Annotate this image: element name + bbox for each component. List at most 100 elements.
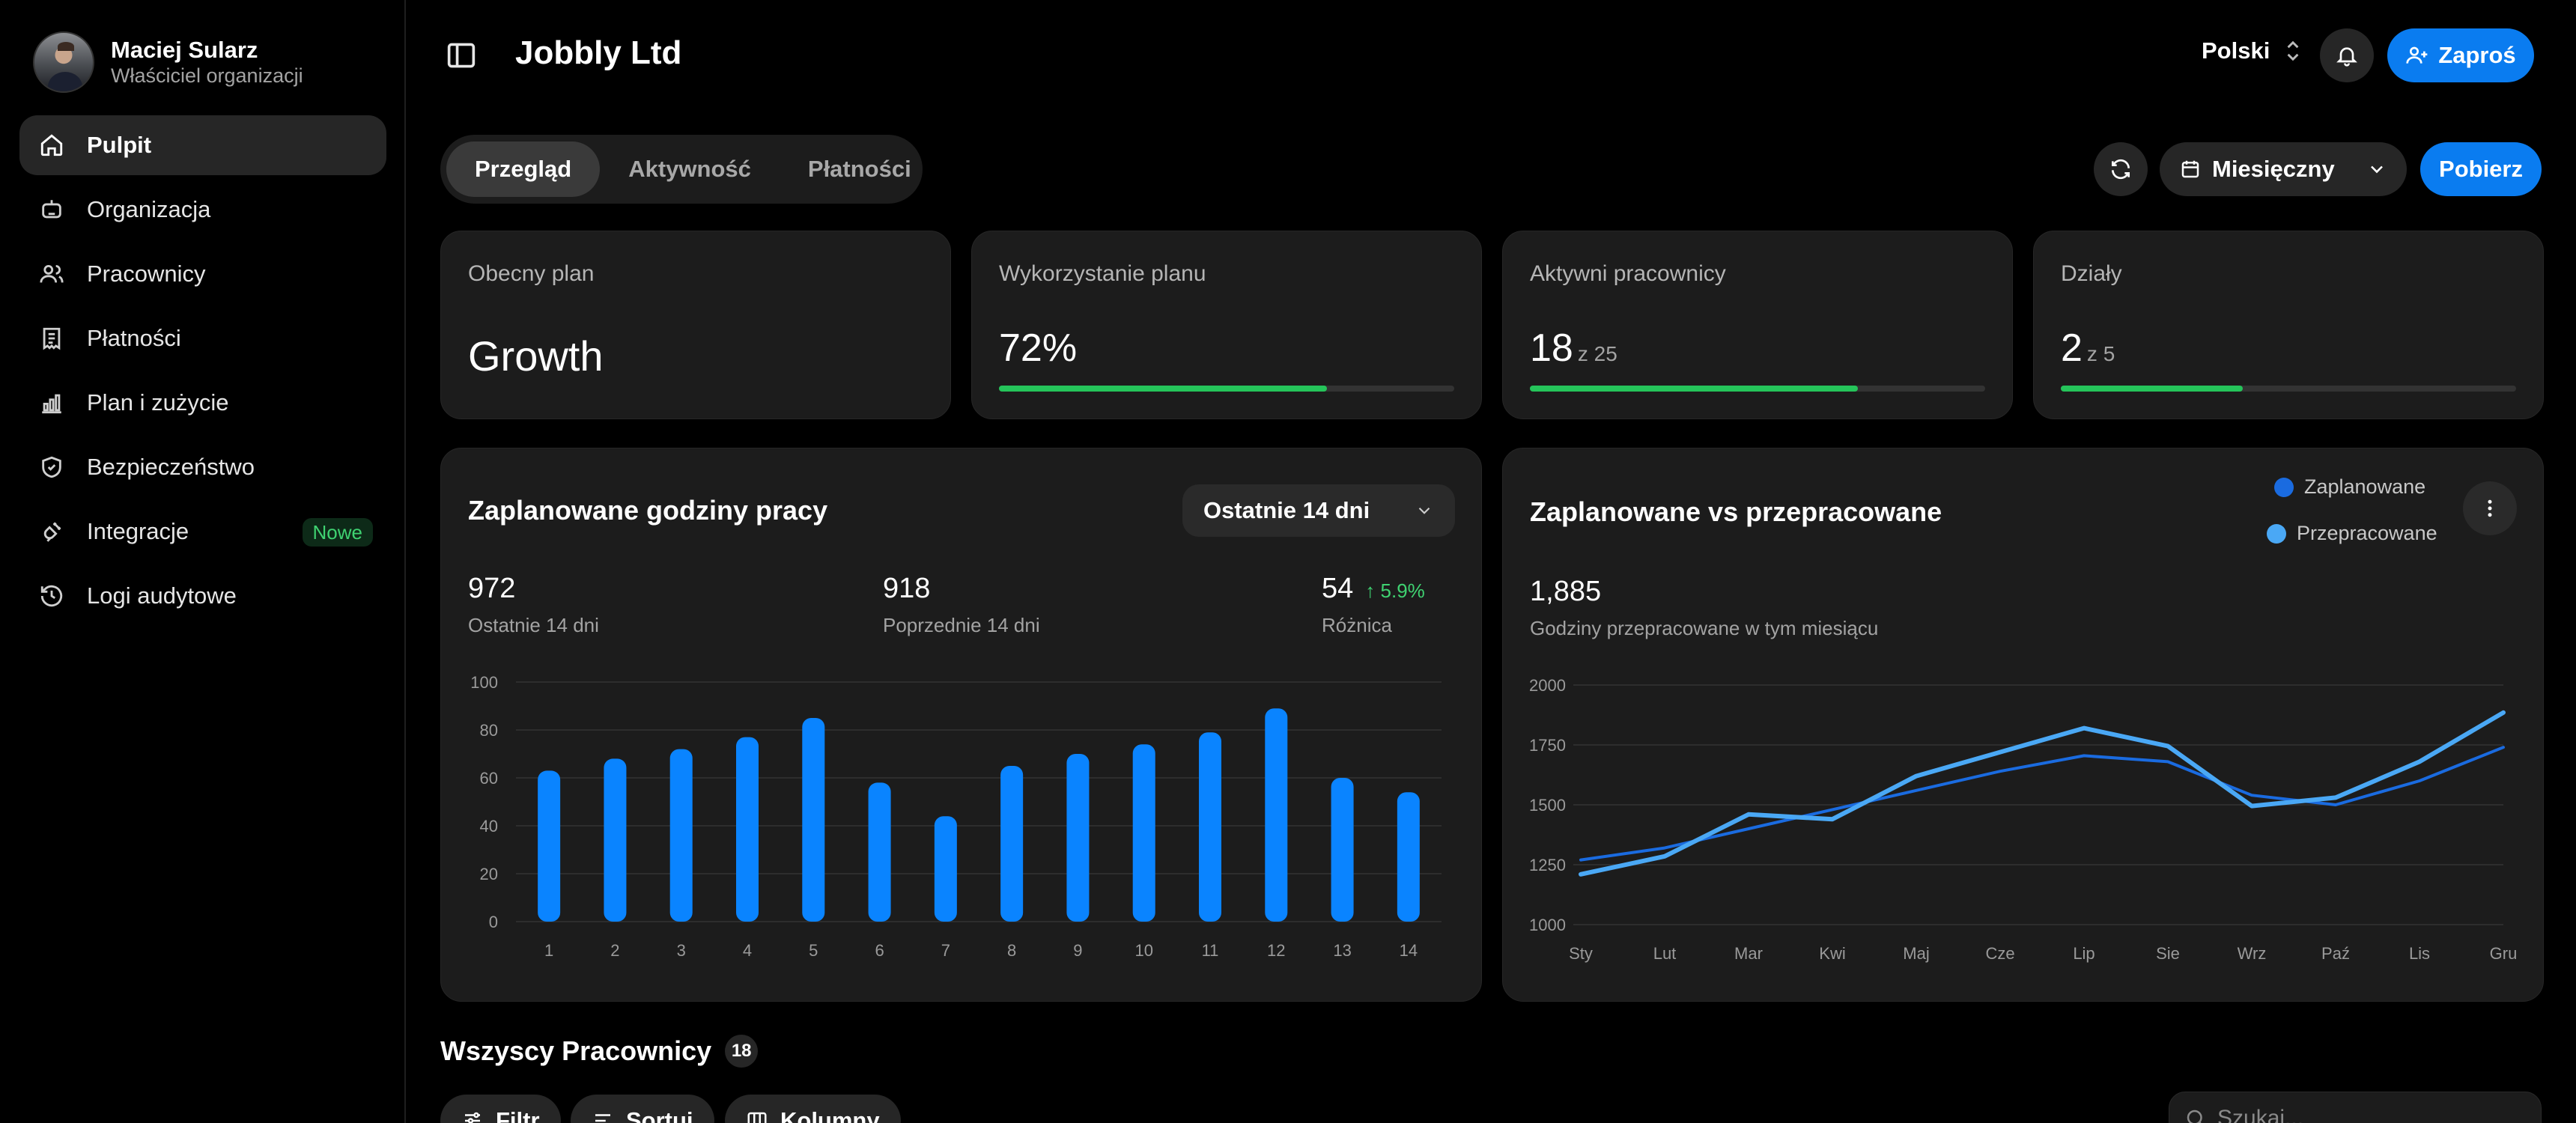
sidebar-item-pracownicy[interactable]: Pracownicy xyxy=(19,244,386,304)
x-tick-label: Gru xyxy=(2490,944,2518,963)
kpi-difference: 54 ↑ 5.9% Różnica xyxy=(1322,573,1425,637)
series-line-planned xyxy=(1579,746,2505,862)
filter-icon xyxy=(465,1112,480,1123)
users-icon xyxy=(40,264,64,283)
kpi-current: 972 Ostatnie 14 dni xyxy=(468,573,599,637)
bar xyxy=(1000,766,1024,922)
planned-vs-worked-card: Zaplanowane vs przepracowane Zaplanowane… xyxy=(1502,448,2544,1002)
y-tick-label: 1750 xyxy=(1529,736,1566,755)
x-tick-label: 14 xyxy=(1400,941,1418,960)
legend-label: Zaplanowane xyxy=(2304,475,2426,498)
y-tick-label: 1000 xyxy=(1529,916,1566,934)
sidebar-item-bezpieczenstwo[interactable]: Bezpieczeństwo xyxy=(19,437,386,497)
x-tick-label: Lis xyxy=(2409,944,2430,963)
x-tick-label: Paź xyxy=(2321,944,2350,963)
sidebar: Maciej Sularz Właściciel organizacji Pul… xyxy=(0,0,406,1123)
sidebar-item-label: Organizacja xyxy=(87,196,211,222)
kpi-value-row: 54 ↑ 5.9% xyxy=(1322,573,1425,605)
columns-button[interactable]: Kolumny xyxy=(725,1095,901,1123)
card-title: Zaplanowane vs przepracowane xyxy=(1530,496,1942,527)
y-tick-label: 0 xyxy=(489,913,498,931)
sidebar-item-label: Plan i zużycie xyxy=(87,389,229,416)
sidebar-item-label: Płatności xyxy=(87,325,181,351)
kpi-label: Ostatnie 14 dni xyxy=(468,614,599,636)
y-tick-label: 2000 xyxy=(1529,676,1566,695)
sort-icon xyxy=(595,1114,610,1122)
count-badge: 18 xyxy=(725,1035,759,1068)
period-select[interactable]: Miesięczny xyxy=(2160,142,2407,196)
departments-total: z 5 xyxy=(2086,342,2115,365)
range-label: Ostatnie 14 dni xyxy=(1203,497,1370,523)
plug-icon xyxy=(43,522,61,542)
legend-item-worked: Przepracowane xyxy=(2267,522,2437,545)
range-select[interactable]: Ostatnie 14 dni xyxy=(1182,484,1455,537)
download-button[interactable]: Pobierz xyxy=(2420,142,2542,196)
tab-platnosci[interactable]: Płatności xyxy=(807,156,911,182)
search-input[interactable]: Szukaj... xyxy=(2169,1092,2542,1123)
avatar xyxy=(33,31,94,93)
bar xyxy=(604,758,627,922)
refresh-icon xyxy=(2112,159,2130,180)
x-tick-label: 11 xyxy=(1202,941,1219,960)
page-title: Jobbly Ltd xyxy=(515,34,682,71)
bell-icon xyxy=(2336,47,2357,67)
x-tick-label: Lip xyxy=(2073,944,2094,963)
line-chart: 1000 1250 1500 1750 2000 Sty Lut Mar Kwi Maj Cze Li… xyxy=(1529,676,2518,963)
legend-item-planned: Zaplanowane xyxy=(2274,475,2425,499)
period-label: Miesięczny xyxy=(2212,156,2335,182)
sort-button[interactable]: Sortuj xyxy=(571,1095,714,1123)
tab-przeglad[interactable]: Przegląd xyxy=(446,141,601,197)
plan-value: Growth xyxy=(468,332,604,380)
search-placeholder: Szukaj... xyxy=(2217,1106,2304,1123)
bar xyxy=(1331,778,1354,922)
sidebar-item-plan[interactable]: Plan i zużycie xyxy=(19,373,386,433)
kpi-label: Różnica xyxy=(1322,614,1392,636)
kpi-value: 918 xyxy=(883,573,931,604)
x-tick-label: 3 xyxy=(677,941,686,960)
calendar-icon xyxy=(2181,160,2199,178)
x-tick-label: Sie xyxy=(2156,944,2180,963)
sidebar-item-pulpit[interactable]: Pulpit xyxy=(19,115,386,175)
language-select[interactable]: Polski xyxy=(2202,37,2301,64)
x-tick-label: 10 xyxy=(1134,941,1152,960)
active-total: z 25 xyxy=(1577,342,1617,365)
sidebar-toggle-button[interactable] xyxy=(445,40,478,70)
more-vertical-icon xyxy=(2488,499,2492,517)
sidebar-item-label: Integracje xyxy=(87,518,189,544)
y-tick-label: 80 xyxy=(480,721,498,740)
language-label: Polski xyxy=(2202,37,2270,64)
usage-value: 72% xyxy=(999,326,1078,370)
y-tick-label: 1500 xyxy=(1529,796,1566,815)
sidebar-item-logi[interactable]: Logi audytowe xyxy=(19,566,386,626)
active-employees-card: Aktywni pracownicy 18 z 25 xyxy=(1502,231,2013,419)
notifications-button[interactable] xyxy=(2320,28,2374,82)
new-badge: Nowe xyxy=(302,518,373,547)
refresh-button[interactable] xyxy=(2094,142,2148,196)
sidebar-nav: Pulpit Organizacja Pracownicy Płatności … xyxy=(19,115,386,630)
filter-button[interactable]: Filtr xyxy=(440,1095,561,1123)
usage-progress-fill xyxy=(999,386,1327,392)
legend-dot xyxy=(2274,477,2294,497)
usage-progress xyxy=(999,386,1454,392)
tab-aktywnosc[interactable]: Aktywność xyxy=(628,156,751,182)
sidebar-item-organizacja[interactable]: Organizacja xyxy=(19,180,386,240)
more-options-button[interactable] xyxy=(2463,481,2517,535)
planned-hours-card: Zaplanowane godziny pracy Ostatnie 14 dn… xyxy=(440,448,1482,1002)
bar xyxy=(1199,732,1221,922)
employees-header: Wszyscy Pracownicy 18 xyxy=(440,1035,759,1068)
user-profile[interactable]: Maciej Sularz Właściciel organizacji xyxy=(33,31,303,93)
kpi-previous: 918 Poprzednie 14 dni xyxy=(883,573,1040,637)
y-tick-label: 1250 xyxy=(1529,856,1566,874)
sidebar-item-integracje[interactable]: Integracje Nowe xyxy=(19,502,386,562)
x-tick-label: 9 xyxy=(1073,941,1082,960)
bar xyxy=(736,737,759,922)
x-tick-label: 2 xyxy=(610,941,619,960)
x-tick-label: Lut xyxy=(1653,944,1677,963)
sidebar-item-platnosci[interactable]: Płatności xyxy=(19,308,386,368)
bar xyxy=(538,770,561,922)
sidebar-toggle-icon xyxy=(447,43,476,68)
invite-button[interactable]: Zaproś xyxy=(2387,28,2534,82)
departments-progress xyxy=(2061,386,2516,392)
